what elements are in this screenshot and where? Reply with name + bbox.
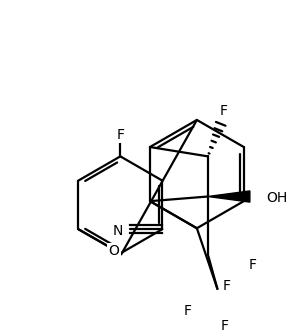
Text: F: F — [222, 279, 230, 293]
Text: N: N — [113, 224, 123, 238]
Text: O: O — [108, 244, 119, 258]
Text: F: F — [249, 258, 257, 272]
Text: F: F — [221, 319, 229, 332]
Text: OH: OH — [267, 191, 288, 205]
Polygon shape — [208, 191, 250, 202]
Text: F: F — [220, 104, 228, 118]
Text: F: F — [184, 304, 192, 318]
Text: F: F — [116, 127, 124, 141]
